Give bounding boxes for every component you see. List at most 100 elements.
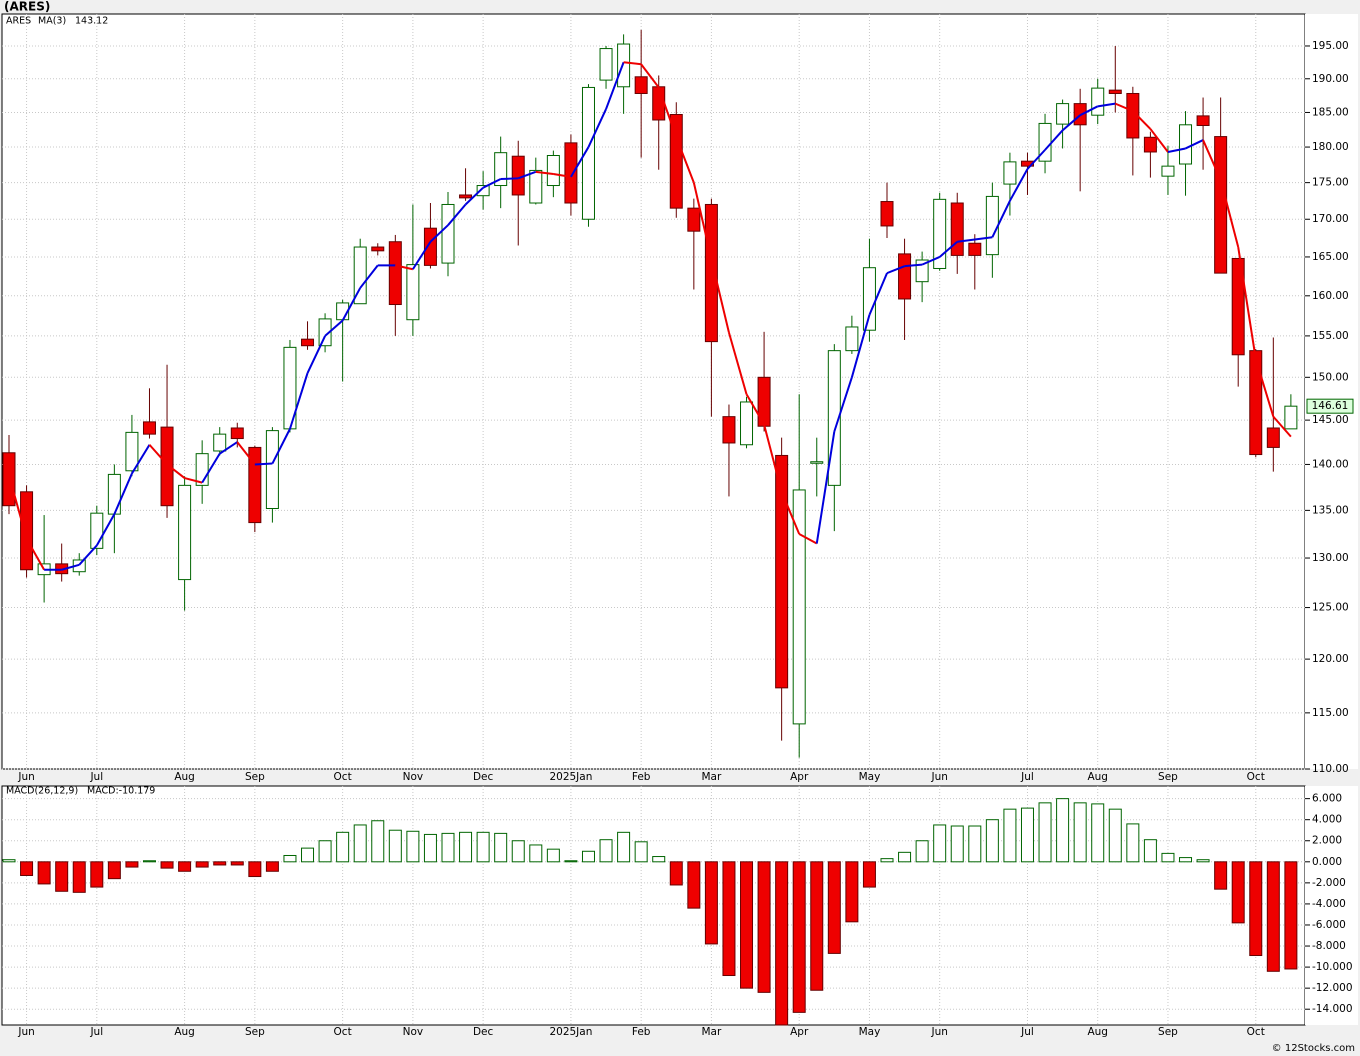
macd-bar [55,861,69,892]
ma-segment [219,441,238,455]
macd-bar [599,839,613,863]
y-tick-label: -6.000 [1312,919,1346,931]
ma-segment [236,441,256,466]
macd-bar [915,840,929,863]
x-tick-label: Oct [1247,771,1265,783]
ma-segment [1026,149,1046,170]
x-tick-label: Aug [1087,1026,1108,1038]
x-tick-label: Nov [403,771,424,783]
ma-segment [464,186,484,206]
price-panel [1,13,1306,770]
x-tick-label: Jun [17,1026,34,1038]
x-tick-label: Nov [403,1026,424,1038]
ma-segment [306,335,326,374]
ma-segment [921,256,941,266]
macd-bar [704,861,718,945]
x-tick-label: Mar [701,771,721,783]
ma-segment [710,259,730,333]
ma-segment [1097,102,1116,108]
macd-bar [283,854,297,863]
ma-segment [957,238,975,243]
x-tick-label: Apr [790,1026,809,1038]
legend-label: MA(3) [38,16,66,27]
ma-segment [201,453,221,484]
macd-bar [441,832,455,863]
candle-body [142,421,156,435]
candle-body [880,201,894,227]
candle-body [494,152,508,187]
ma-segment [623,61,642,66]
macd-bar [1249,861,1263,957]
y-tick-label: 4.000 [1312,814,1342,826]
candle-body [265,430,279,509]
macd-bar [1020,807,1034,863]
candle-body [423,227,437,266]
macd-bar [880,858,894,863]
y-tick-label: 135.00 [1312,504,1349,516]
ma-segment [640,63,660,89]
ma-segment [1061,114,1081,132]
candle-body [90,512,104,549]
candle-body [1196,115,1210,126]
macd-bar [1231,861,1245,924]
macd-bar [775,861,789,1026]
ma-segment [1219,179,1240,248]
ma-segment [25,538,45,571]
ma-segment [798,533,818,545]
ma-segment [974,236,993,241]
macd-bar [740,861,754,989]
macd-bar [371,820,385,863]
candle-body [125,431,139,472]
macd-bar [898,851,912,863]
macd-bar [301,847,315,863]
macd-bar [107,861,121,880]
x-tick-label: Jul [89,1026,103,1038]
macd-bar [336,831,350,863]
macd-bar [687,861,701,909]
x-tick-label: Aug [1087,771,1108,783]
macd-bar [178,861,192,872]
candle-body [371,246,385,252]
macd-axis-area [1305,786,1358,1025]
macd-bar [1038,802,1052,863]
ma-segment [1132,110,1152,130]
y-tick-label: 140.00 [1312,458,1349,470]
last-price-box [1306,398,1354,414]
candle-body [933,198,947,269]
macd-bar [634,841,648,863]
ma-segment [1202,139,1222,181]
candle-body [1231,257,1245,356]
ma-segment [904,263,923,268]
macd-bar [213,861,227,866]
y-tick-label: 110.00 [1312,763,1349,775]
macd-bar [862,861,876,888]
ma-segment [148,444,168,466]
ma-segment [1009,168,1029,202]
candle-body [511,155,525,196]
ma-segment [939,240,958,258]
ma-segment [553,173,572,178]
macd-bar [950,825,964,863]
candle-body [1214,136,1228,274]
macd-bar [757,861,771,993]
macd-bar [1091,803,1105,863]
ma-segment [692,182,713,260]
x-tick-label: Aug [174,771,195,783]
y-tick-label: 2.000 [1312,835,1342,847]
macd-bar [1073,802,1087,863]
ma-segment [166,463,186,479]
macd-bar [1056,798,1070,863]
last-price: 146.61 [1312,400,1349,412]
macd-bar [1161,852,1175,863]
macd-bar [37,861,51,885]
ma-segment [482,178,502,189]
macd-bar [617,831,631,863]
y-tick-label: -4.000 [1312,898,1346,910]
macd-bar [459,831,473,863]
candle-body [810,461,824,464]
candle-body [459,194,473,199]
ma-segment [570,146,590,178]
x-tick-label: Sep [245,771,265,783]
candle-body [898,253,912,300]
